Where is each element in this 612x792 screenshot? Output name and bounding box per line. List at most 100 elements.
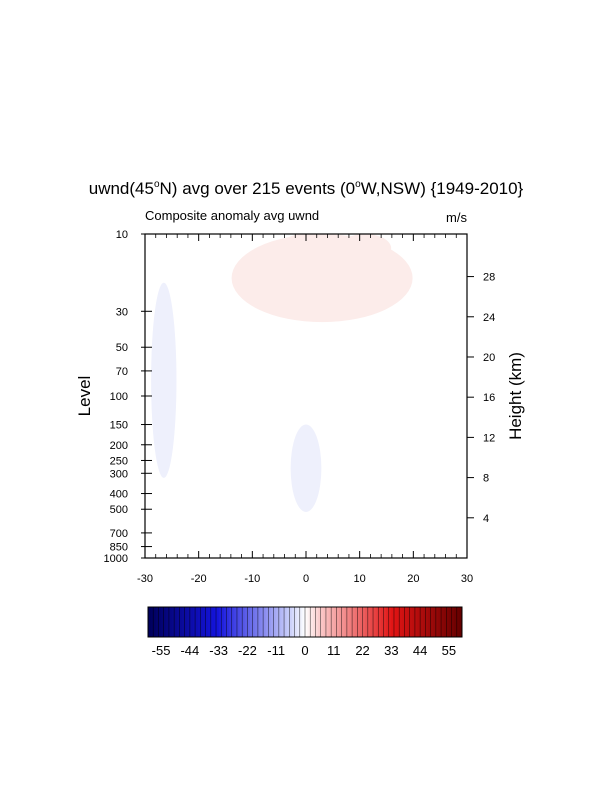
y2-tick-label: 24: [483, 312, 495, 324]
colorbar-swatch: [250, 607, 254, 637]
anomaly-field: [151, 234, 413, 512]
colorbar-swatch: [454, 607, 458, 637]
colorbar-swatch: [226, 607, 230, 637]
colorbar-swatch: [192, 607, 196, 637]
colorbar-swatch: [168, 607, 173, 637]
colorbar-swatch: [339, 607, 343, 637]
colorbar-swatch: [386, 607, 390, 637]
colorbar-swatch: [182, 607, 186, 637]
colorbar-swatch: [153, 607, 157, 637]
colorbar-swatch: [263, 607, 267, 637]
y2-axis-label: Height (km): [506, 352, 525, 440]
colorbar-swatch: [412, 607, 416, 637]
colorbar-label: -11: [267, 643, 285, 658]
colorbar-swatch: [357, 607, 361, 637]
colorbar-swatch: [294, 607, 298, 637]
colorbar-swatch: [150, 607, 154, 637]
x-axis: -30 -20 -10 0 10 20 30: [137, 234, 473, 585]
colorbar-swatch: [380, 607, 384, 637]
colorbar-swatch: [305, 607, 309, 637]
colorbar-swatch: [409, 607, 413, 637]
y-tick-label: 500: [110, 504, 128, 516]
colorbar-swatch: [346, 607, 350, 637]
y2-tick-label: 16: [483, 392, 495, 404]
colorbar-swatch: [161, 607, 165, 637]
colorbar-swatch: [166, 607, 170, 637]
colorbar-frame: [147, 606, 463, 638]
colorbar-swatch: [276, 607, 280, 637]
colorbar-swatch: [354, 607, 358, 637]
colorbar-swatch: [443, 607, 447, 637]
y2-tick-label: 4: [483, 513, 489, 525]
colorbar-swatch: [210, 607, 214, 637]
y-tick-label: 400: [110, 489, 128, 501]
colorbar-label: 0: [301, 643, 308, 658]
colorbar-swatch: [391, 607, 395, 637]
colorbar-swatch: [349, 607, 353, 637]
colorbar-label: -55: [152, 643, 171, 658]
colorbar-swatch: [231, 607, 235, 637]
colorbar-swatch: [393, 607, 398, 637]
y-axis-right: 4 8 12 16 20 24 28: [467, 272, 495, 525]
colorbar-swatch: [270, 607, 275, 637]
anomaly-region-negative: [151, 282, 177, 478]
x-tick-label: 10: [354, 573, 366, 585]
colorbar-swatch: [265, 607, 269, 637]
colorbar-swatch: [239, 607, 243, 637]
colorbar-swatch: [163, 607, 167, 637]
colorbar-swatch: [370, 607, 374, 637]
colorbar-label: -22: [238, 643, 257, 658]
colorbar-swatch: [336, 607, 340, 637]
colorbar-swatch: [171, 607, 175, 637]
colorbar-swatch: [200, 607, 204, 637]
y-tick-label: 200: [110, 440, 128, 452]
y-tick-label: 850: [110, 542, 128, 554]
colorbar-swatch: [260, 607, 264, 637]
colorbar-swatch: [425, 607, 429, 637]
y-tick-label: 70: [116, 366, 128, 378]
colorbar-swatch: [362, 607, 366, 637]
colorbar-swatch: [197, 607, 201, 637]
colorbar-swatch: [383, 607, 387, 637]
y-tick-label: 1000: [104, 553, 128, 565]
colorbar-swatch: [404, 607, 408, 637]
colorbar-swatch: [252, 607, 256, 637]
colorbar-swatch: [278, 607, 282, 637]
colorbar-swatch: [255, 607, 259, 637]
colorbar-swatch: [344, 607, 348, 637]
colorbar-swatch: [302, 607, 306, 637]
colorbar-label: 33: [384, 643, 398, 658]
colorbar-swatch: [459, 607, 463, 637]
colorbar-swatch: [216, 607, 220, 637]
colorbar-swatch: [441, 607, 445, 637]
colorbar-swatch: [223, 607, 227, 637]
colorbar-swatch: [359, 607, 364, 637]
colorbar-swatch: [155, 607, 159, 637]
colorbar-swatch: [187, 607, 191, 637]
colorbar-swatch: [284, 607, 288, 637]
y-tick-label: 50: [116, 342, 128, 354]
colorbar-swatch: [341, 607, 345, 637]
chart-subtitle-right: m/s: [446, 210, 467, 225]
colorbar-swatch: [328, 607, 332, 637]
colorbar-label: 22: [355, 643, 369, 658]
chart-subtitle-left: Composite anomaly avg uwnd: [145, 208, 319, 223]
colorbar-swatch: [446, 607, 450, 637]
anomaly-region-negative: [290, 424, 322, 512]
y-axis-label: Level: [75, 376, 94, 417]
colorbar-swatch: [333, 607, 337, 637]
colorbar-swatch: [388, 607, 392, 637]
colorbar-swatch: [438, 607, 442, 637]
colorbar-swatch: [401, 607, 405, 637]
y-tick-label: 700: [110, 528, 128, 540]
colorbar-swatch: [247, 607, 251, 637]
colorbar-swatch: [420, 607, 424, 637]
x-tick-label: 20: [407, 573, 419, 585]
colorbar-swatch: [286, 607, 290, 637]
y2-tick-label: 12: [483, 432, 495, 444]
colorbar-swatch: [257, 607, 262, 637]
colorbar-swatch: [352, 607, 356, 637]
colorbar-swatch: [375, 607, 379, 637]
